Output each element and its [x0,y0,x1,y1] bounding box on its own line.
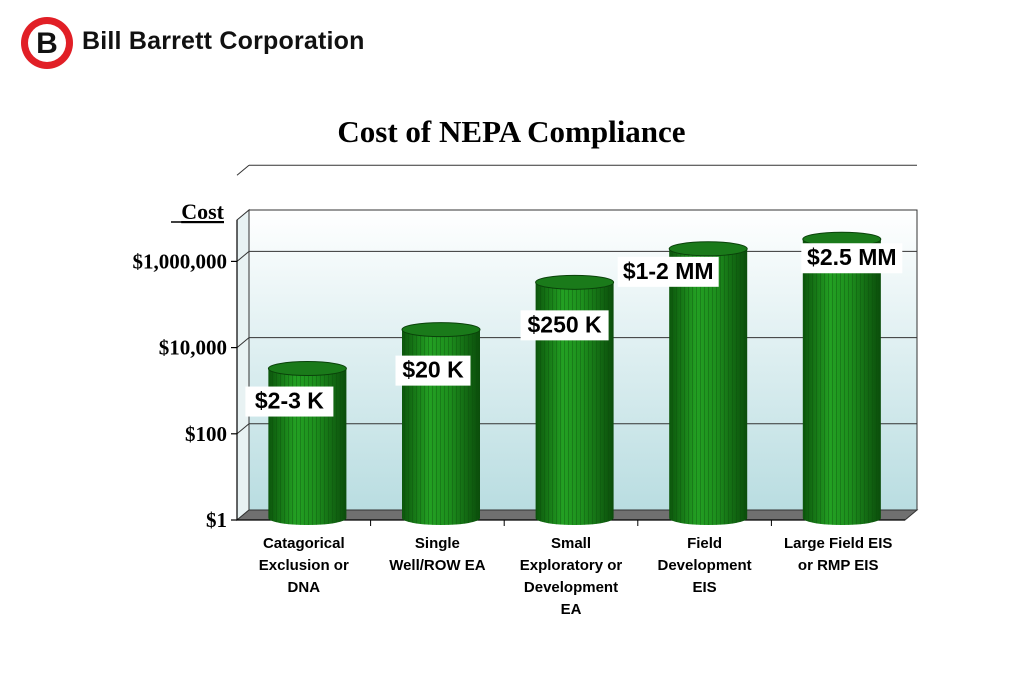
x-tick-label: Catagorical [263,535,345,552]
x-tick-label: Large Field EIS [784,535,892,552]
x-tick-label: DNA [288,579,321,596]
y-tick-label: $10,000 [159,336,227,360]
x-tick-label: Development [657,557,751,574]
x-tick-label: Well/ROW EA [389,557,486,574]
gridline-side [236,423,250,435]
x-tick-label: Field [687,535,722,552]
data-label: $20 K [402,357,464,383]
x-tick-label: Small [551,535,591,552]
bar-top [535,274,615,290]
data-label: $2.5 MM [807,244,896,270]
data-label-box [520,310,609,341]
bar [802,231,882,525]
x-tick-label: Single [415,535,460,552]
y-tick-label: $1,000,000 [133,249,228,273]
y-tick-label: $1 [206,508,227,532]
data-label-box [617,256,719,287]
data-label: $1-2 MM [623,258,714,284]
x-tick-label: EIS [693,579,717,596]
data-label: $250 K [528,311,603,337]
data-label: $2-3 K [255,388,324,414]
y-tick-label: $100 [185,422,227,446]
bar [668,241,748,525]
bar-top [668,241,748,257]
bar-stripes [535,282,614,525]
bar [401,322,481,525]
data-label-box [245,386,334,417]
gridline-side [236,164,250,176]
data-label-box [801,243,903,274]
x-tick-label: Exploratory or [520,557,623,574]
bar-top [401,322,481,338]
x-tick-label: Development [524,579,618,596]
bar-stripes [669,248,748,525]
bar [267,361,347,525]
chart-title: Cost of NEPA Compliance [337,114,686,149]
bar-top [267,361,347,377]
data-label-box [395,355,471,386]
x-tick-label: or RMP EIS [798,557,879,574]
gridline-side [236,251,250,262]
company-name: Bill Barrett Corporation [82,27,365,55]
x-tick-label: EA [561,601,582,618]
logo-inner [28,24,66,62]
bar [535,274,615,525]
x-tick-label: Exclusion or [259,557,349,574]
company-logo: B [21,17,73,69]
y-axis-label: Cost [181,199,224,224]
bar-stripes [802,239,881,525]
gridline-side [236,337,250,348]
logo-letter: B [36,27,58,60]
